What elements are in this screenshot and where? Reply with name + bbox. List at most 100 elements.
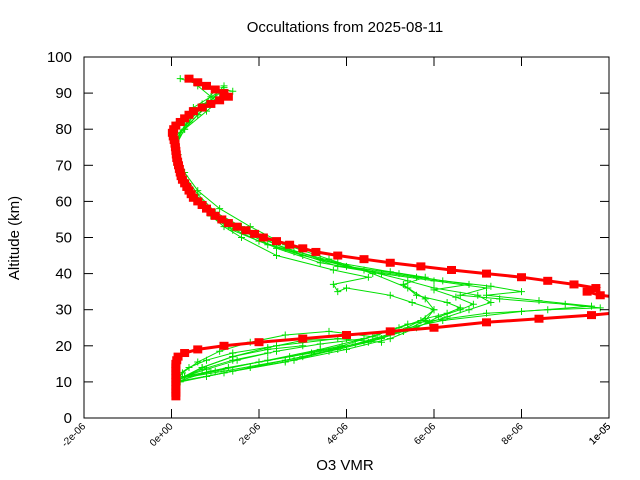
y-tick-label: 100 xyxy=(47,49,72,66)
data-point xyxy=(569,280,579,289)
series-line xyxy=(174,85,462,379)
data-point xyxy=(482,318,491,327)
y-tick-label: 0 xyxy=(64,410,72,427)
data-point xyxy=(465,306,473,314)
data-point xyxy=(386,291,394,299)
data-point xyxy=(456,291,464,299)
data-point xyxy=(211,367,219,375)
data-point xyxy=(219,89,229,98)
chart-title: Occultations from 2025-08-11 xyxy=(247,19,444,36)
y-tick-label: 30 xyxy=(55,302,72,319)
data-point xyxy=(429,323,439,332)
data-point xyxy=(216,205,224,213)
y-tick-label: 80 xyxy=(55,121,72,138)
data-point xyxy=(430,286,438,294)
x-tick-label: 0e+00 xyxy=(148,421,176,449)
data-point xyxy=(443,298,451,306)
data-point xyxy=(273,252,280,260)
data-point xyxy=(596,304,604,312)
data-point xyxy=(333,251,343,260)
data-point xyxy=(193,345,203,354)
data-point xyxy=(311,247,321,256)
data-point xyxy=(439,317,447,325)
x-tick-label: 8e-06 xyxy=(500,421,526,447)
data-point xyxy=(264,349,272,357)
y-tick-label: 90 xyxy=(55,85,72,102)
x-tick-label: 2e-06 xyxy=(237,421,263,447)
data-point xyxy=(180,349,190,358)
data-point xyxy=(631,295,640,303)
data-point xyxy=(421,295,429,303)
data-point xyxy=(197,103,207,112)
data-point xyxy=(408,298,416,306)
data-point xyxy=(181,125,189,133)
x-axis-label: O3 VMR xyxy=(316,457,374,474)
data-point xyxy=(456,306,464,314)
y-tick-label: 40 xyxy=(55,266,72,283)
y-tick-label: 50 xyxy=(55,230,72,247)
data-point xyxy=(329,280,337,288)
data-point xyxy=(272,237,281,246)
data-point xyxy=(386,268,394,276)
data-point xyxy=(430,277,438,285)
data-point xyxy=(378,270,385,278)
data-point xyxy=(238,234,245,241)
data-point xyxy=(188,107,198,116)
series-profile-3 xyxy=(172,89,495,386)
data-point xyxy=(487,298,495,306)
data-point xyxy=(241,226,251,235)
data-point xyxy=(258,233,268,242)
data-point xyxy=(385,258,395,267)
data-point xyxy=(329,266,337,274)
data-point xyxy=(198,365,206,373)
data-point xyxy=(543,276,553,285)
data-point xyxy=(343,284,350,292)
data-point xyxy=(399,280,407,288)
data-point xyxy=(217,215,227,224)
data-point xyxy=(518,288,525,296)
data-point xyxy=(482,269,491,278)
data-point xyxy=(452,293,460,301)
data-point xyxy=(416,262,426,271)
data-point xyxy=(298,334,308,343)
data-point xyxy=(273,244,280,252)
data-point xyxy=(210,85,220,94)
data-point xyxy=(342,330,351,339)
x-tick-label: 1e-05 xyxy=(587,421,613,447)
data-point xyxy=(496,295,504,303)
data-point xyxy=(421,315,429,323)
data-point xyxy=(184,74,194,83)
plot-marks xyxy=(167,74,640,401)
data-point xyxy=(544,306,552,314)
data-point xyxy=(534,314,544,323)
y-tick-label: 70 xyxy=(55,157,72,174)
x-tick-label: 6e-06 xyxy=(412,421,438,447)
data-point xyxy=(626,308,635,316)
data-point xyxy=(517,273,526,282)
data-point xyxy=(264,356,272,364)
data-point xyxy=(421,273,429,281)
data-point xyxy=(561,300,569,308)
data-point xyxy=(334,259,342,267)
data-point xyxy=(219,341,229,350)
data-point xyxy=(202,81,211,90)
data-point xyxy=(173,352,183,361)
data-point xyxy=(281,356,289,364)
data-point xyxy=(194,358,202,366)
data-point xyxy=(273,347,280,355)
data-point xyxy=(206,99,216,108)
plot-frame xyxy=(83,56,610,419)
data-point xyxy=(360,266,368,274)
y-tick-label: 60 xyxy=(55,193,72,210)
data-point xyxy=(229,356,237,364)
data-point xyxy=(281,331,289,339)
data-point xyxy=(299,342,307,350)
data-point xyxy=(360,335,368,343)
data-point xyxy=(535,297,543,305)
series-line xyxy=(175,92,493,383)
data-point xyxy=(185,363,193,371)
data-point xyxy=(316,345,324,353)
data-point xyxy=(176,75,184,83)
data-point xyxy=(434,313,442,321)
